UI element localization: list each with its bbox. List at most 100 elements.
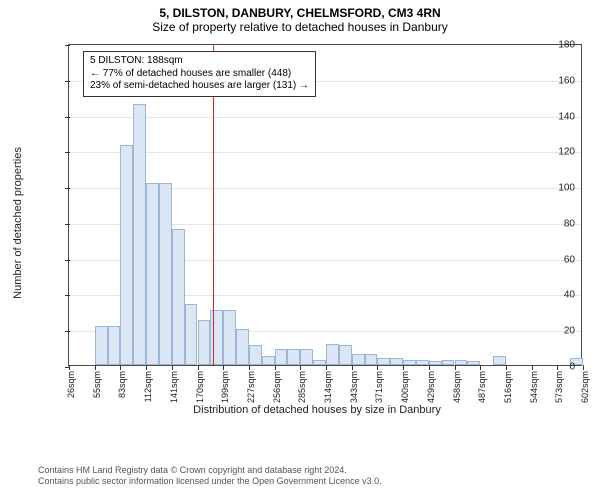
x-tick [352,365,353,370]
annotation-box: 5 DILSTON: 188sqm ← 77% of detached hous… [83,51,316,97]
y-ticks [63,45,69,365]
y-tick [65,331,70,332]
histogram-bar [198,320,211,365]
x-tick [403,365,404,370]
x-tick [275,365,276,370]
x-tick [249,365,250,370]
footer-line-1: Contains HM Land Registry data © Crown c… [38,465,590,477]
x-tick-label: 429sqm [426,371,436,403]
x-tick [429,365,430,370]
x-tick-label: 573sqm [554,371,564,403]
annotation-line-3: 23% of semi-detached houses are larger (… [90,80,309,93]
y-axis-title: Number of detached properties [12,147,24,299]
x-tick-label: 487sqm [477,371,487,403]
x-ticks: 26sqm55sqm83sqm112sqm141sqm170sqm199sqm2… [69,365,581,371]
y-tick [65,152,70,153]
histogram-bar [377,358,390,365]
title-sub: Size of property relative to detached ho… [0,20,600,34]
x-tick [326,365,327,370]
annotation-line-2: ← 77% of detached houses are smaller (44… [90,68,309,81]
histogram-bar [223,310,236,365]
y-tick-label: 180 [558,40,575,51]
y-tick [65,260,70,261]
histogram-bar [300,349,313,365]
footer: Contains HM Land Registry data © Crown c… [38,465,590,488]
x-tick [583,365,584,370]
x-tick-label: 141sqm [169,371,179,403]
histogram-bar [326,344,339,365]
y-tick [65,117,70,118]
histogram-bar [236,329,249,365]
histogram-bar [120,145,133,365]
y-tick-label: 0 [569,362,575,373]
histogram-bar [493,356,506,365]
footer-line-2: Contains public sector information licen… [38,476,590,488]
histogram-bar [339,345,352,365]
y-tick [65,188,70,189]
histogram-bar [133,104,146,365]
title-main: 5, DILSTON, DANBURY, CHELMSFORD, CM3 4RN [0,6,600,20]
y-tick-label: 140 [558,111,575,122]
x-tick [146,365,147,370]
y-tick-label: 80 [564,218,575,229]
histogram-bar [287,349,300,365]
x-tick [172,365,173,370]
y-tick [65,45,70,46]
x-tick [95,365,96,370]
x-tick-label: 516sqm [503,371,513,403]
y-tick [65,295,70,296]
x-tick-label: 314sqm [323,371,333,403]
x-tick-label: 170sqm [195,371,205,403]
x-tick-label: 227sqm [246,371,256,403]
histogram-bar [146,183,159,365]
x-tick [506,365,507,370]
plot-region: 5 DILSTON: 188sqm ← 77% of detached hous… [68,44,582,366]
x-tick-label: 83sqm [117,371,127,398]
x-tick-label: 544sqm [529,371,539,403]
y-tick-label: 40 [564,290,575,301]
x-tick-label: 371sqm [374,371,384,403]
histogram-bar [172,229,185,365]
histogram-bar [249,345,262,365]
y-tick [65,224,70,225]
figure-root: 5, DILSTON, DANBURY, CHELMSFORD, CM3 4RN… [0,0,600,500]
x-tick [120,365,121,370]
x-tick [223,365,224,370]
histogram-bar [95,326,108,365]
y-tick [65,81,70,82]
x-tick [300,365,301,370]
annotation-line-1: 5 DILSTON: 188sqm [90,55,309,68]
x-axis-title: Distribution of detached houses by size … [193,404,441,416]
titles: 5, DILSTON, DANBURY, CHELMSFORD, CM3 4RN… [0,0,600,34]
x-tick [532,365,533,370]
histogram-bar [185,304,198,365]
x-tick-label: 26sqm [66,371,76,398]
y-tick-label: 120 [558,147,575,158]
y-tick-label: 60 [564,254,575,265]
chart-area: Number of detached properties 5 DILSTON:… [52,44,582,402]
x-tick [69,365,70,370]
x-tick-label: 285sqm [297,371,307,403]
x-tick-label: 400sqm [400,371,410,403]
x-tick [480,365,481,370]
y-tick-label: 100 [558,183,575,194]
x-tick [198,365,199,370]
x-tick-label: 112sqm [143,371,153,402]
histogram-bar [262,356,275,365]
histogram-bar [108,326,121,365]
x-tick [557,365,558,370]
x-tick-label: 602sqm [580,371,590,403]
x-tick-label: 55sqm [92,371,102,398]
x-tick-label: 343sqm [349,371,359,403]
histogram-bar [159,183,172,365]
histogram-bar [390,358,403,365]
x-tick-label: 199sqm [220,371,230,403]
x-tick [455,365,456,370]
histogram-bar [365,354,378,365]
y-tick-label: 20 [564,326,575,337]
y-tick-label: 160 [558,75,575,86]
x-tick [377,365,378,370]
x-tick-label: 458sqm [452,371,462,403]
x-tick-label: 256sqm [272,371,282,403]
histogram-bar [352,354,365,365]
